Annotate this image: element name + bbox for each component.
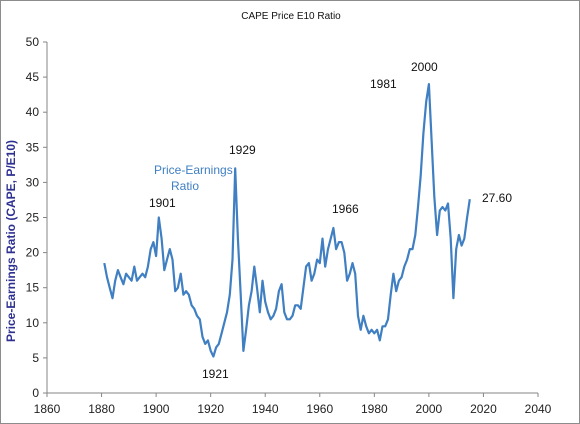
y-tick-label: 5 [32, 351, 39, 365]
x-tick-label: 2040 [525, 402, 552, 416]
x-axis: 1860 1880 1900 1920 1940 1960 1980 2000 2020 2040 [34, 392, 552, 416]
y-tick-label: 35 [26, 140, 40, 154]
series-label: Price-Earnings Ratio [154, 163, 233, 193]
x-tick-label: 1960 [306, 402, 333, 416]
x-tick-label: 1900 [143, 402, 170, 416]
annotation-1966: 1966 [332, 202, 359, 216]
annotations: 1901 1921 1929 1966 1981 2000 27.60 [149, 60, 512, 381]
y-tick-label: 40 [26, 105, 40, 119]
chart-title: CAPE Price E10 Ratio [241, 11, 341, 22]
series-label-line-2: Ratio [171, 179, 199, 193]
y-axis-label: Price-Earnings Ratio (CAPE, P/E10) [4, 140, 18, 342]
annotation-1929: 1929 [229, 143, 256, 157]
y-tick-label: 0 [32, 386, 39, 400]
annotation-last-value: 27.60 [482, 191, 512, 205]
y-axis: 0 5 10 15 20 25 30 35 40 45 50 [26, 35, 48, 400]
annotation-1921: 1921 [202, 367, 229, 381]
annotation-1901: 1901 [149, 196, 176, 210]
y-tick-label: 25 [26, 211, 40, 225]
x-tick-label: 2000 [416, 402, 443, 416]
annotation-2000: 2000 [411, 60, 438, 74]
y-tick-label: 15 [26, 281, 40, 295]
y-tick-label: 20 [26, 246, 40, 260]
x-tick-label: 1940 [252, 402, 279, 416]
annotation-1981: 1981 [370, 77, 397, 91]
x-tick-label: 1980 [361, 402, 388, 416]
series-label-line-1: Price-Earnings [154, 163, 233, 177]
x-tick-label: 1880 [88, 402, 115, 416]
cape-series-line [103, 83, 471, 358]
y-tick-label: 30 [26, 175, 40, 189]
x-tick-label: 1920 [197, 402, 224, 416]
y-tick-label: 50 [26, 35, 40, 49]
x-tick-label: 2020 [470, 402, 497, 416]
series-layer [103, 83, 471, 358]
y-tick-label: 10 [26, 316, 40, 330]
y-tick-label: 45 [26, 70, 40, 84]
x-tick-label: 1860 [34, 402, 61, 416]
